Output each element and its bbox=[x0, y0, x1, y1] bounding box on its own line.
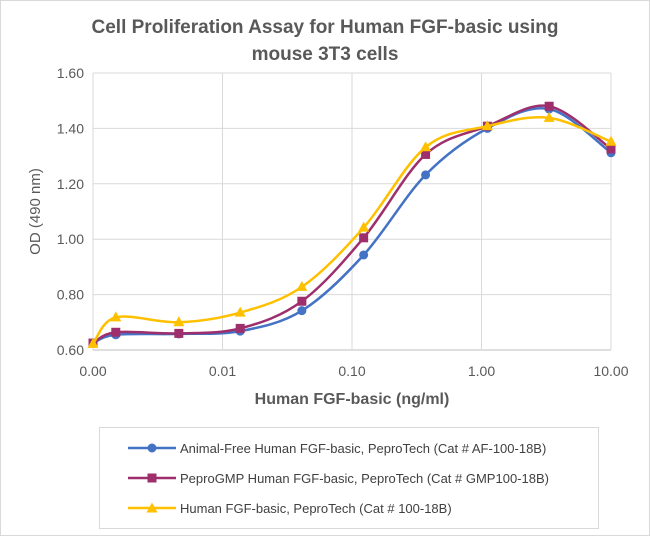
series-line-2 bbox=[92, 104, 612, 345]
legend-label-1: Animal-Free Human FGF-basic, PeproTech (… bbox=[180, 440, 547, 456]
y-axis-label: OD (490 nm) bbox=[27, 168, 44, 255]
data-point-square bbox=[421, 149, 431, 159]
data-point-triangle bbox=[234, 306, 246, 317]
data-point-square bbox=[359, 233, 369, 243]
legend-swatch-circle-icon bbox=[128, 443, 176, 453]
data-point-triangle bbox=[605, 135, 617, 146]
x-tick-label: 0.10 bbox=[338, 363, 365, 379]
chart-title-line-2: mouse 3T3 cells bbox=[251, 44, 399, 65]
x-axis-label: Human FGF-basic (ng/ml) bbox=[255, 391, 450, 408]
x-tick-label: 1.00 bbox=[468, 363, 495, 379]
legend-swatch-square-icon bbox=[128, 473, 176, 483]
x-tick-label: 10.00 bbox=[593, 363, 628, 379]
y-tick-label: 1.40 bbox=[57, 120, 84, 136]
legend-item-1: Animal-Free Human FGF-basic, PeproTech (… bbox=[128, 438, 546, 458]
chart-legend: Animal-Free Human FGF-basic, PeproTech (… bbox=[99, 427, 599, 529]
data-point-triangle bbox=[110, 311, 122, 322]
legend-label-3: Human FGF-basic, PeproTech (Cat # 100-18… bbox=[180, 500, 452, 516]
data-point-circle bbox=[359, 250, 369, 260]
data-point-triangle bbox=[87, 337, 99, 348]
y-tick-label: 1.20 bbox=[57, 176, 84, 192]
data-point-triangle bbox=[296, 280, 308, 291]
data-point-square bbox=[235, 323, 245, 333]
x-tick-label: 0.00 bbox=[79, 363, 106, 379]
data-point-square bbox=[111, 327, 121, 337]
y-tick-label: 0.80 bbox=[57, 287, 84, 303]
data-point-triangle bbox=[358, 221, 370, 232]
legend-item-2: PeproGMP Human FGF-basic, PeproTech (Cat… bbox=[128, 468, 549, 488]
data-point-triangle bbox=[420, 141, 432, 152]
chart-title-line-1: Cell Proliferation Assay for Human FGF-b… bbox=[91, 17, 559, 38]
series-line-3 bbox=[91, 116, 612, 345]
data-point-triangle bbox=[173, 316, 185, 327]
data-point-square bbox=[544, 101, 554, 111]
y-tick-label: 1.00 bbox=[57, 231, 84, 247]
y-tick-label: 1.60 bbox=[57, 65, 84, 81]
data-point-triangle bbox=[543, 111, 555, 122]
x-tick-label: 0.01 bbox=[209, 363, 236, 379]
data-point-square bbox=[174, 328, 184, 338]
data-point-triangle bbox=[481, 120, 493, 131]
data-point-circle bbox=[297, 306, 307, 316]
data-point-square bbox=[297, 296, 307, 306]
y-tick-label: 0.60 bbox=[57, 342, 84, 358]
data-point-square bbox=[606, 144, 616, 154]
legend-label-2: PeproGMP Human FGF-basic, PeproTech (Cat… bbox=[180, 470, 549, 486]
legend-swatch-triangle-icon bbox=[128, 502, 176, 513]
data-point-circle bbox=[421, 170, 431, 180]
legend-item-3: Human FGF-basic, PeproTech (Cat # 100-18… bbox=[128, 498, 452, 518]
